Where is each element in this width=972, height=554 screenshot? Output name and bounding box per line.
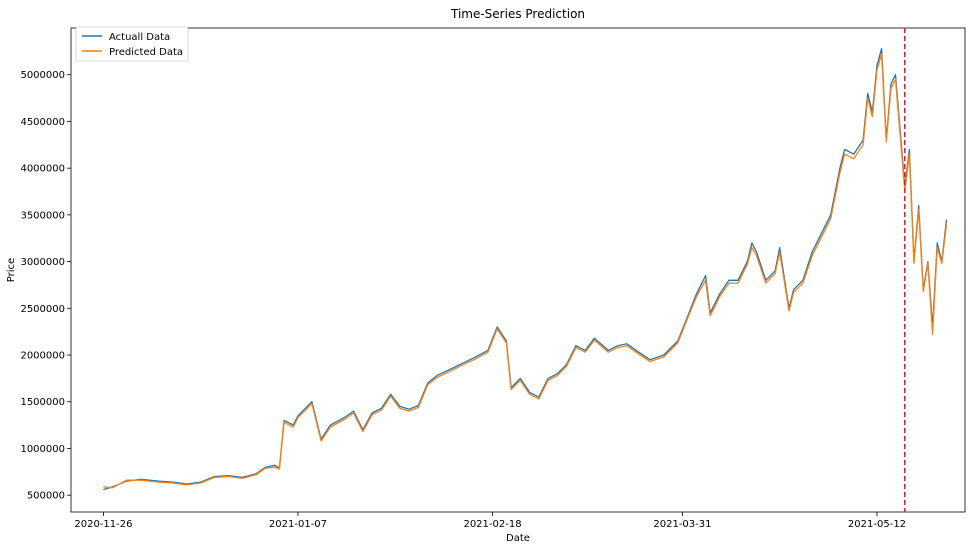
x-tick-label: 2021-03-31 (653, 519, 711, 530)
legend: Actuall Data Predicted Data (75, 26, 189, 62)
y-tick-label: 4500000 (20, 117, 65, 128)
x-tick-label: 2021-01-07 (269, 519, 327, 530)
legend-label-actual: Actuall Data (109, 32, 170, 43)
x-axis-label: Date (506, 533, 530, 544)
legend-box (75, 26, 189, 62)
series-line-predicted (103, 53, 948, 489)
series-layer (103, 47, 948, 491)
y-tick-label: 1500000 (20, 397, 65, 408)
y-tick-label: 5000000 (20, 70, 65, 81)
legend-label-predicted: Predicted Data (109, 47, 183, 58)
x-tick-label: 2021-02-18 (463, 519, 521, 530)
x-tick-label: 2020-11-26 (74, 519, 132, 530)
series-line-actual (103, 47, 948, 491)
y-axis-label: Price (6, 258, 17, 282)
y-tick-label: 2500000 (20, 304, 65, 315)
y-tick-label: 1000000 (20, 444, 65, 455)
x-tick-label: 2021-05-12 (848, 519, 906, 530)
y-tick-label: 4000000 (20, 164, 65, 175)
y-tick-label: 2000000 (20, 351, 65, 362)
y-tick-label: 3000000 (20, 257, 65, 268)
plot-area (70, 27, 966, 513)
y-axis: 500000 1000000 1500000 2000000 2500000 300000… (20, 70, 71, 502)
x-axis: 2020-11-26 2021-01-07 2021-02-18 2021-03-31… (74, 512, 906, 530)
y-tick-label: 500000 (27, 491, 65, 502)
y-tick-label: 3500000 (20, 210, 65, 221)
chart-title: Time-Series Prediction (450, 7, 585, 21)
